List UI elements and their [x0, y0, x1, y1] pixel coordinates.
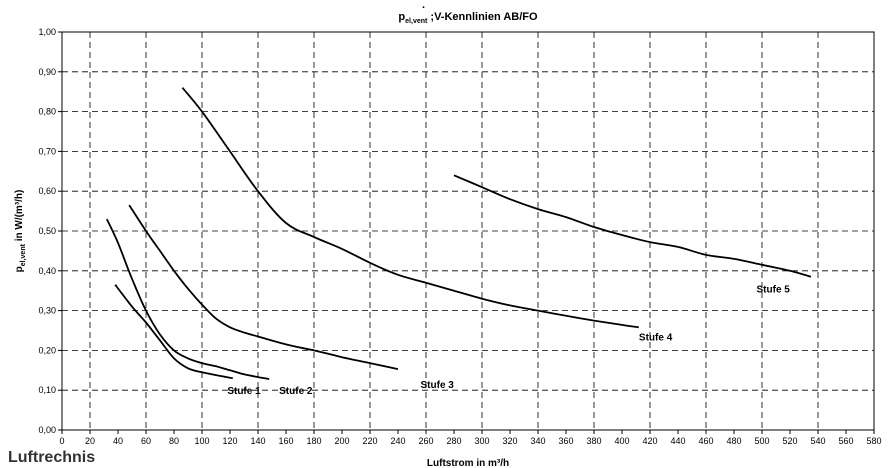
- x-tick-label: 20: [85, 436, 95, 446]
- x-tick-label: 160: [278, 436, 293, 446]
- x-tick-label: 500: [754, 436, 769, 446]
- x-tick-label: 320: [502, 436, 517, 446]
- x-tick-label: 380: [586, 436, 601, 446]
- x-tick-label: 420: [642, 436, 657, 446]
- y-tick-label: 0,80: [38, 107, 56, 117]
- chart-title-rest: ;V-Kennlinien AB/FO: [427, 11, 538, 23]
- x-tick-label: 40: [113, 436, 123, 446]
- y-tick-label: 0,20: [38, 345, 56, 355]
- x-tick-label: 120: [222, 436, 237, 446]
- y-tick-label: 0,90: [38, 67, 56, 77]
- x-tick-label: 480: [726, 436, 741, 446]
- y-axis-ticks: 0,00 0,10 0,20 0,30 0,40 0,50 0,60 0,70 0,80 0,90…: [38, 27, 62, 435]
- series-label-stufe-5: Stufe 5: [757, 285, 791, 296]
- x-tick-label: 80: [169, 436, 179, 446]
- chart-title-main: p: [398, 11, 405, 23]
- x-tick-label: 460: [698, 436, 713, 446]
- x-tick-label: 360: [558, 436, 573, 446]
- x-tick-label: 0: [59, 436, 64, 446]
- y-tick-label: 0,10: [38, 385, 56, 395]
- x-tick-label: 580: [866, 436, 881, 446]
- x-tick-label: 180: [306, 436, 321, 446]
- y-axis-label-main: p: [14, 266, 25, 272]
- series-label-stufe-1: Stufe 1: [227, 386, 261, 397]
- x-axis-ticks: 0 20 40 60 80 100 120 140 160 180 200 220 240 260 280 3…: [59, 430, 882, 446]
- chart-title-dot: ·: [422, 2, 426, 14]
- x-tick-label: 60: [141, 436, 151, 446]
- series-line-stufe-2: [105, 218, 270, 380]
- y-tick-label: 0,40: [38, 266, 56, 276]
- cropped-caption-fragment: Luftrechnis: [8, 449, 96, 466]
- grid-lines: [62, 32, 874, 430]
- y-tick-label: 0,70: [38, 146, 56, 156]
- x-tick-label: 220: [362, 436, 377, 446]
- y-tick-label: 1,00: [38, 27, 56, 37]
- x-tick-label: 520: [782, 436, 797, 446]
- x-tick-label: 100: [194, 436, 209, 446]
- series-label-stufe-4: Stufe 4: [639, 332, 673, 343]
- y-axis-label-subscript: el,vent: [20, 243, 27, 266]
- x-tick-label: 560: [838, 436, 853, 446]
- series-labels: Stufe 1 Stufe 2 Stufe 3 Stufe 4 Stufe 5: [227, 285, 790, 397]
- y-tick-label: 0,00: [38, 425, 56, 435]
- series-label-stufe-2: Stufe 2: [279, 386, 313, 397]
- y-tick-label: 0,50: [38, 226, 56, 236]
- chart-title-subscript: el,vent: [405, 18, 428, 25]
- series-label-stufe-3: Stufe 3: [421, 380, 455, 391]
- y-tick-label: 0,30: [38, 306, 56, 316]
- x-tick-label: 140: [250, 436, 265, 446]
- x-tick-label: 260: [418, 436, 433, 446]
- y-axis-label: pel,vent in W/(m³/h): [14, 190, 27, 273]
- series-line-stufe-3: [128, 204, 399, 370]
- series-line-stufe-4: [181, 87, 639, 329]
- x-tick-label: 300: [474, 436, 489, 446]
- x-tick-label: 400: [614, 436, 629, 446]
- x-tick-label: 440: [670, 436, 685, 446]
- x-tick-label: 280: [446, 436, 461, 446]
- series-line-stufe-1: [114, 284, 233, 380]
- series-line-stufe-5: [453, 174, 812, 278]
- series-lines: [105, 87, 812, 380]
- y-tick-label: 0,60: [38, 186, 56, 196]
- x-tick-label: 540: [810, 436, 825, 446]
- x-tick-label: 340: [530, 436, 545, 446]
- y-axis-label-rest: in W/(m³/h): [14, 190, 25, 244]
- x-axis-label: Luftstrom in m³/h: [427, 458, 509, 468]
- chart-title: pel,vent ;V-Kennlinien AB/FO: [398, 11, 538, 25]
- x-tick-label: 240: [390, 436, 405, 446]
- x-tick-label: 200: [334, 436, 349, 446]
